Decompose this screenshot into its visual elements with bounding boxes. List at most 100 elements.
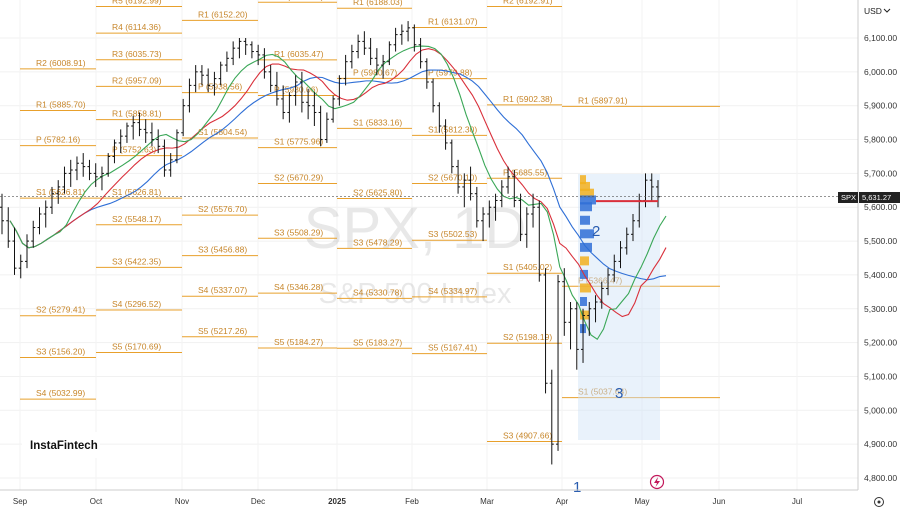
candle [518,193,523,242]
candle [12,227,17,275]
candle [62,166,67,194]
pivot-label: S5 (5184.27) [274,337,323,347]
candle [287,92,292,123]
price-tick-label: 5,600.00 [864,202,897,212]
candle [612,254,617,282]
candle [206,68,211,93]
volume-profile-bar [580,188,594,198]
pivot-label: S4 (5330.78) [353,287,402,297]
candle [218,61,223,86]
moving-averages [9,45,667,341]
moving-average-line [9,69,667,281]
candle [99,166,104,191]
pivot-label: S2 (5670.29) [274,172,323,182]
pivot-label: R1 (6152.20) [198,9,248,19]
candle [181,98,186,137]
pivot-label: S4 (5337.07) [198,285,247,295]
pivot-label: S5 (5183.27) [353,337,402,347]
candle [299,71,304,113]
candle [74,156,79,181]
price-tick-label: 6,100.00 [864,33,897,43]
candle [331,95,336,123]
pivot-label: S5 (5167.41) [428,343,477,353]
candle [324,112,329,143]
candle [606,268,611,296]
pivot-label: S5 (5170.69) [112,342,161,352]
candle [493,193,498,221]
candle [481,207,486,242]
candle [162,139,167,177]
pivot-label: S2 (5548.17) [112,214,161,224]
candle [549,369,554,465]
candle [543,268,548,394]
candle [68,159,73,187]
pivot-label: S4 (5334.97) [428,286,477,296]
symbol-badge [838,192,858,203]
candle [656,180,660,208]
annotation-1: 1 [573,479,581,496]
candle [156,129,161,154]
candle [374,48,379,76]
price-axis-panel [858,0,900,510]
price-tick-label: 5,700.00 [864,168,897,178]
volume-profile-bar [580,195,596,205]
price-tick-label: 6,000.00 [864,67,897,77]
pivot-label: R2 (6192.91) [503,0,553,6]
brand-badge [22,432,100,458]
pivot-label: R1 (5902.38) [503,94,553,104]
bolt-icon[interactable] [649,474,665,490]
candle [562,268,567,336]
candle [168,153,173,177]
candle [124,122,129,143]
plot-background [0,0,858,490]
moving-average-line [9,48,667,318]
pivot-label: R2 (6205.63) [274,0,324,1]
candle [587,302,592,336]
watermark-instrument: S&P 500 Index [319,278,512,310]
last-price-badges: SPX 5,631.27 [838,192,900,203]
candle [362,31,367,55]
candle [137,112,142,137]
volume-profile-bar [580,202,592,212]
price-tick-label: 5,900.00 [864,101,897,111]
pivot-label: S4 (5032.99) [36,388,85,398]
candle [456,159,461,194]
candle [381,54,386,79]
price-tick-label: 5,400.00 [864,270,897,280]
volume-profile-bar [580,256,589,266]
pivot-label: R1 (6131.07) [428,16,478,26]
candle [312,92,317,126]
pivot-label: S4 (5346.28) [274,282,323,292]
currency-button[interactable]: USD [864,6,891,16]
candle [149,122,154,147]
candle [143,119,148,143]
pivot-label: S1 (5405.02) [503,262,552,272]
pivot-label: S3 (5456.88) [198,245,247,255]
pivot-label: S5 (5217.26) [198,326,247,336]
volume-profile-bar [580,175,586,185]
pivot-label: S1 (5804.54) [198,127,247,137]
candle [468,166,473,201]
volume-profile-bar [580,283,591,293]
pivot-label: P (5782.16) [36,135,80,145]
candle [412,24,417,52]
candle [343,54,348,86]
candle [93,163,98,187]
pivot-label: S1 (5833.16) [353,117,402,127]
candle [306,88,311,120]
settings-button[interactable] [874,497,884,507]
candle [243,38,248,55]
pivot-label: R2 (5957.09) [112,75,162,85]
candle [212,71,217,96]
candle [593,295,598,323]
price-tick-label: 5,000.00 [864,405,897,415]
time-tick-label: Mar [480,497,494,506]
moving-average-line [9,45,667,341]
last-price-badge [859,192,900,203]
candle [474,186,479,228]
candle [131,115,136,140]
pivot-label: R1 (5885.70) [36,100,86,110]
candle [337,75,342,106]
pivot-label: R3 (6035.73) [112,49,162,59]
volume-profile-bar [580,297,587,306]
